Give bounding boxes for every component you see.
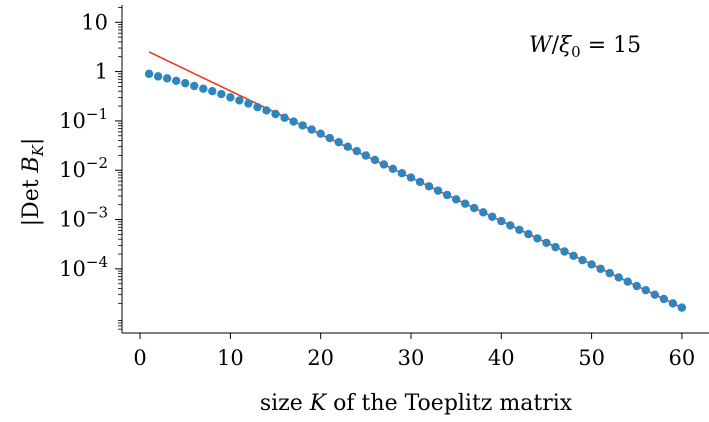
data-point (650, 290, 660, 299)
data-point (352, 146, 361, 156)
data-point (388, 164, 398, 173)
data-point (524, 229, 533, 239)
data-point (289, 117, 298, 126)
data-point (162, 74, 172, 83)
tick-layer: 0 10 20 30 40 50 60 10 1 10−1 10−2 10−3 10−4 (59, 7, 695, 370)
x-tick-label: 40 (488, 346, 515, 370)
data-point (569, 251, 578, 261)
data-point (551, 242, 560, 252)
data-point (171, 76, 181, 86)
data-point (668, 299, 678, 308)
data-point (235, 96, 244, 105)
data-point (280, 113, 289, 122)
data-marks (144, 51, 687, 312)
data-point (361, 151, 371, 160)
data-point (587, 260, 596, 269)
data-point (253, 102, 262, 112)
data-point (208, 87, 217, 96)
x-tick-label: 0 (133, 346, 146, 370)
data-point (497, 216, 506, 226)
data-point (190, 81, 199, 91)
data-point (677, 303, 687, 312)
data-point (614, 273, 623, 282)
data-point (316, 129, 325, 138)
data-point (406, 173, 416, 182)
y-tick-label: 10−2 (59, 154, 108, 182)
x-tick-label: 50 (578, 346, 605, 370)
data-point (488, 212, 497, 221)
data-point (623, 277, 632, 286)
data-point (262, 106, 271, 115)
data-point (460, 199, 470, 208)
data-point (515, 225, 524, 234)
data-point (271, 109, 280, 119)
data-point (442, 190, 452, 200)
data-point (605, 268, 614, 278)
data-point (424, 182, 434, 191)
data-point (153, 72, 163, 81)
y-tick-label: 10−1 (59, 105, 108, 133)
data-point (560, 247, 569, 256)
data-point (298, 121, 307, 130)
y-axis-title: |Det BK| (19, 138, 47, 227)
data-point (397, 169, 407, 178)
plot-area (121, 5, 709, 334)
data-point (379, 160, 389, 169)
data-point (451, 195, 461, 204)
data-point (226, 93, 235, 102)
x-tick-label: 60 (669, 346, 696, 370)
y-tick-label: 1 (95, 60, 108, 84)
y-tick-label: 10−4 (59, 253, 108, 281)
data-point (533, 234, 542, 243)
data-point (181, 79, 190, 88)
data-point (596, 264, 605, 274)
data-point (470, 203, 479, 213)
data-point (479, 208, 488, 217)
data-point (244, 99, 253, 108)
data-point (433, 186, 443, 195)
data-point (415, 177, 425, 187)
data-point (542, 238, 551, 247)
data-point (370, 155, 380, 165)
x-tick-label: 20 (307, 346, 334, 370)
data-point (641, 285, 650, 295)
x-axis-title: size K of the Toeplitz matrix (260, 391, 573, 416)
data-point (334, 138, 343, 147)
data-point (217, 89, 226, 99)
data-point (506, 221, 515, 230)
annotation-label: W/ξ0 = 15 (529, 33, 641, 61)
data-point (144, 69, 154, 79)
x-tick-label: 10 (217, 346, 244, 370)
data-point (307, 125, 316, 134)
data-point (632, 281, 641, 291)
data-point (343, 142, 352, 151)
y-tick-label: 10−3 (59, 204, 108, 232)
x-tick-label: 30 (398, 346, 425, 370)
data-point (578, 255, 587, 265)
data-point (199, 84, 208, 93)
y-tick-label: 10 (81, 10, 108, 34)
data-point (659, 294, 669, 304)
data-point (325, 133, 334, 143)
